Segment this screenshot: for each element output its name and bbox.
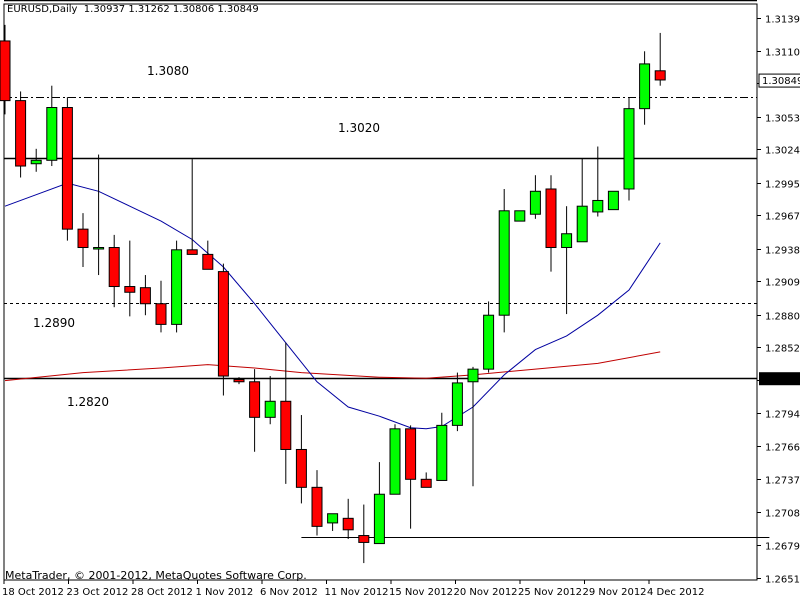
y-tick-label: 1.27660 (765, 443, 800, 454)
candle-body (108, 247, 120, 288)
candle-body (529, 190, 541, 215)
y-tick-label: 1.27085 (765, 509, 800, 520)
ma-long-line (4, 351, 661, 382)
x-tick-label: 25 Nov 2012 (518, 587, 582, 598)
candle-body (217, 271, 229, 377)
candle-body (249, 381, 261, 418)
candle-body (483, 314, 495, 370)
candle-body (405, 428, 417, 480)
y-tick-label: 1.30245 (765, 146, 800, 157)
x-tick-label: 11 Nov 2012 (325, 587, 389, 598)
candle-body (342, 517, 354, 531)
candle-body (233, 378, 245, 383)
level-price-box (759, 372, 800, 386)
candle-body (373, 493, 385, 545)
candle-body (93, 247, 105, 250)
y-tick-label: 1.28520 (765, 344, 800, 355)
y-tick-label: 1.29380 (765, 246, 800, 257)
candle-body (139, 287, 151, 305)
candle-body (420, 478, 432, 488)
candle-body (545, 188, 557, 249)
candle-body (124, 286, 136, 293)
candle-body (467, 368, 479, 383)
candle-body (623, 108, 635, 190)
current-price-box (758, 73, 800, 88)
y-tick-label: 1.28800 (765, 312, 800, 323)
candle-body (451, 382, 463, 426)
chart-header: EURUSD,Daily 1.30937 1.31262 1.30806 1.3… (7, 4, 259, 15)
level-annotation: 1.3080 (147, 64, 189, 78)
x-tick-label: 28 Oct 2012 (131, 587, 193, 598)
candle-body (202, 253, 214, 270)
y-tick-label: 1.29095 (765, 278, 800, 289)
candle-body (46, 107, 58, 161)
y-tick-label: 1.31390 (765, 15, 800, 26)
x-tick-label: 23 Oct 2012 (67, 587, 129, 598)
candle-body (155, 303, 167, 325)
level-annotation: 1.2890 (33, 316, 75, 330)
candle-body (639, 63, 651, 110)
candle-body (61, 107, 73, 230)
candle-body (358, 535, 370, 543)
y-tick-label: 1.29955 (765, 180, 800, 191)
candle-body (514, 210, 526, 222)
candle-body (561, 233, 573, 249)
y-tick-label: 1.27370 (765, 476, 800, 487)
candle-body (0, 40, 11, 102)
ohlc-label: 1.30937 1.31262 1.30806 1.30849 (83, 4, 259, 15)
y-tick-label: 1.26510 (765, 575, 800, 586)
candle-body (592, 199, 604, 213)
x-tick-label: 6 Nov 2012 (260, 587, 318, 598)
candle-body (171, 249, 183, 325)
level-annotation: 1.3020 (338, 121, 380, 135)
candle-body (280, 400, 292, 450)
x-tick-label: 1 Nov 2012 (196, 587, 254, 598)
candle-body (264, 400, 276, 418)
y-tick-label: 1.26795 (765, 542, 800, 553)
y-tick-label: 1.31105 (765, 48, 800, 59)
candle-body (186, 249, 198, 255)
candle-body (498, 210, 510, 316)
current-price-label: 1.30849 (762, 76, 800, 87)
candle-body (436, 424, 448, 481)
candle-body (327, 513, 339, 524)
candle-body (30, 159, 42, 165)
candle-body (576, 205, 588, 243)
y-tick-label: 1.27945 (765, 410, 800, 421)
level-price-label: 1.28251 (762, 374, 800, 385)
y-tick-label: 1.29670 (765, 212, 800, 223)
x-tick-label: 18 Oct 2012 (2, 587, 64, 598)
copyright-label: MetaTrader, © 2001-2012, MetaQuotes Soft… (5, 569, 307, 582)
y-tick-label: 1.30530 (765, 114, 800, 125)
candle-body (311, 486, 323, 527)
symbol-label: EURUSD,Daily (7, 4, 78, 15)
x-tick-label: 4 Dec 2012 (647, 587, 705, 598)
candle-body (295, 448, 307, 488)
candle-body (77, 228, 89, 249)
x-tick-label: 29 Nov 2012 (583, 587, 647, 598)
ma-short-line (4, 182, 661, 430)
candle-body (389, 428, 401, 495)
level-annotation: 1.2820 (67, 395, 109, 409)
candle-body (607, 190, 619, 211)
candle-body (654, 70, 666, 81)
x-tick-label: 15 Nov 2012 (389, 587, 453, 598)
candle-body (15, 100, 27, 167)
x-tick-label: 20 Nov 2012 (454, 587, 518, 598)
